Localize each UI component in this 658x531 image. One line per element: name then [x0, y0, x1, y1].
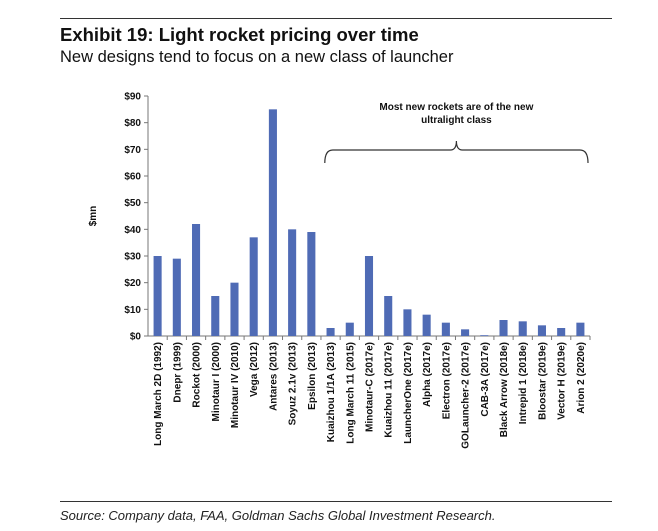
y-tick-label: $90	[124, 92, 141, 103]
x-tick-label: Long March 11 (2015)	[345, 342, 356, 444]
y-tick-label: $40	[124, 225, 141, 236]
x-tick-label: Minotaur I (2000)	[211, 342, 222, 421]
x-tick-label: GOLauncher-2 (2017e)	[461, 342, 472, 449]
exhibit-title: Exhibit 19: Light rocket pricing over ti…	[60, 24, 419, 45]
x-tick-label: Epsilon (2013)	[307, 342, 318, 410]
x-tick-label: Arion 2 (2020e)	[576, 342, 587, 414]
x-tick-label: Minotaur-C (2017e)	[365, 342, 376, 432]
y-tick-label: $10	[124, 305, 141, 316]
bar	[403, 309, 412, 336]
x-tick-label: Dnepr (1999)	[172, 342, 183, 403]
bar	[172, 258, 181, 336]
x-tick-label: Long March 2D (1992)	[153, 342, 164, 446]
x-tick-label: Bloostar (2019e)	[537, 342, 548, 420]
bar	[268, 109, 277, 336]
annotation-bracket	[324, 140, 589, 164]
bar	[384, 296, 393, 336]
bar	[307, 232, 316, 336]
bar	[537, 325, 546, 336]
bar	[480, 335, 489, 336]
bar	[249, 237, 258, 336]
annotation-text: ultralight class	[421, 115, 492, 126]
y-tick-label: $30	[124, 252, 141, 263]
x-tick-label: Intrepid 1 (2018e)	[518, 342, 529, 424]
bar	[288, 229, 297, 336]
x-tick-label: Rockot (2000)	[192, 342, 203, 408]
exhibit-subtitle: New designs tend to focus on a new class…	[60, 48, 454, 66]
x-tick-label: Alpha (2017e)	[422, 342, 433, 407]
bar	[153, 256, 162, 336]
x-tick-label: Black Arrow (2018e)	[499, 342, 510, 437]
bar	[192, 224, 201, 336]
x-tick-label: Vega (2012)	[249, 342, 260, 397]
bar	[211, 296, 220, 336]
bottom-rule	[60, 501, 612, 502]
y-tick-label: $20	[124, 278, 141, 289]
source-note: Source: Company data, FAA, Goldman Sachs…	[60, 508, 496, 523]
bar	[345, 322, 354, 336]
bar	[441, 322, 450, 336]
y-tick-label: $70	[124, 145, 141, 156]
x-tick-label: LauncherOne (2017e)	[403, 342, 414, 444]
bar	[557, 328, 566, 336]
bar	[364, 256, 374, 336]
x-tick-label: Kuaizhou 11 (2017e)	[384, 342, 395, 438]
y-tick-label: $60	[124, 172, 141, 183]
bar	[499, 320, 508, 336]
bar	[230, 282, 239, 336]
bar	[422, 314, 431, 336]
y-tick-label: $0	[130, 332, 142, 343]
x-tick-label: CAB-3A (2017e)	[480, 342, 491, 417]
y-tick-label: $50	[124, 198, 141, 209]
y-tick-label: $80	[124, 118, 141, 129]
bar	[576, 322, 585, 336]
x-tick-label: Antares (2013)	[268, 342, 279, 411]
x-tick-label: Vector H (2019e)	[557, 342, 568, 420]
x-tick-label: Soyuz 2.1v (2013)	[288, 342, 299, 425]
bar	[518, 321, 527, 336]
annotation-text: Most new rockets are of the new	[379, 102, 533, 113]
x-tick-label: Kuaizhou 1/1A (2013)	[326, 342, 337, 442]
bar	[461, 329, 470, 336]
bar	[326, 328, 335, 336]
x-tick-label: Electron (2017e)	[441, 342, 452, 419]
x-tick-label: Minotaur IV (2010)	[230, 342, 241, 428]
top-rule	[60, 18, 612, 19]
y-axis-label: $mn	[88, 206, 99, 227]
